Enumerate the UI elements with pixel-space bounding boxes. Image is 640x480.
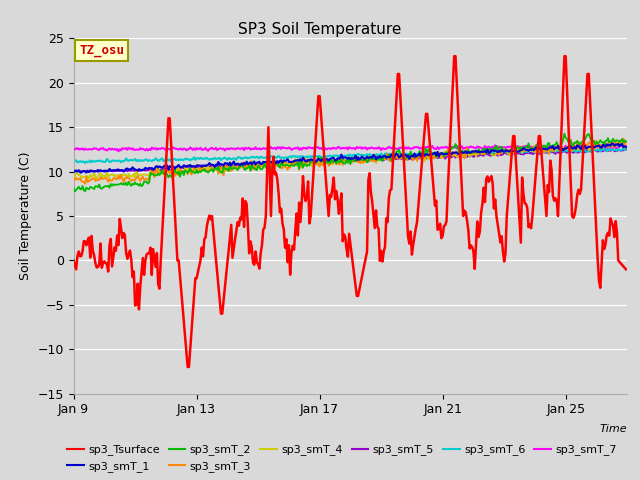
Text: SP3 Soil Temperature: SP3 Soil Temperature [238, 22, 402, 36]
Y-axis label: Soil Temperature (C): Soil Temperature (C) [19, 152, 32, 280]
Legend: sp3_Tsurface, sp3_smT_1, sp3_smT_2, sp3_smT_3, sp3_smT_4, sp3_smT_5, sp3_smT_6, : sp3_Tsurface, sp3_smT_1, sp3_smT_2, sp3_… [63, 440, 621, 476]
Text: TZ_osu: TZ_osu [79, 44, 124, 57]
Text: Time: Time [600, 424, 627, 434]
